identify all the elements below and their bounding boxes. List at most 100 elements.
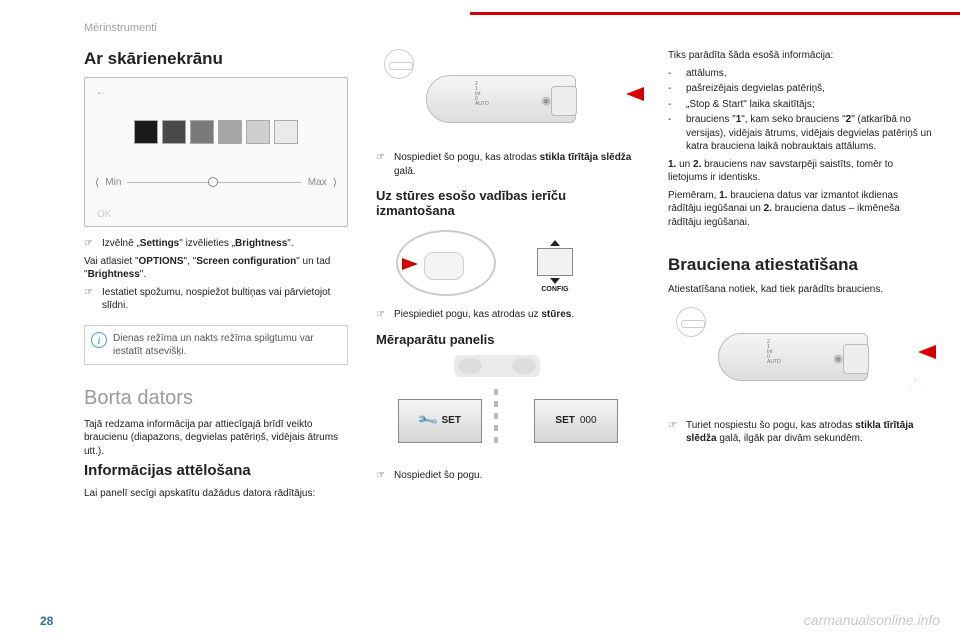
t: Vai atlasiet "	[84, 256, 139, 267]
li-text: „Stop & Start" laika skaitītājs;	[686, 98, 815, 112]
col-1: Ar skārienekrānu ← ⟨ Min Max ⟩ OK ☞ Izvē…	[84, 45, 348, 600]
connector-dashes	[494, 389, 498, 449]
t: .	[571, 309, 574, 320]
bullet-icon: ☞	[84, 286, 96, 313]
brightness-swatch	[134, 120, 158, 144]
t: brauciens "	[686, 114, 736, 125]
step-text: Turiet nospiestu šo pogu, kas atrodas st…	[686, 419, 932, 446]
trips-note: 1. un 2. brauciens nav savstarpēji saist…	[668, 158, 932, 185]
dash-icon: -	[668, 67, 680, 81]
li: -pašreizējais degvielas patēriņš,	[668, 82, 932, 96]
t: galā.	[394, 166, 416, 177]
info-box: i Dienas režīma un nakts režīma spilgtum…	[84, 325, 348, 365]
info-display-desc: Lai panelī secīgi apskatītu dažādus dato…	[84, 487, 348, 501]
step-adjust: ☞ Iestatiet spožumu, nospiežot bultiņas …	[84, 286, 348, 313]
set-label: SET	[441, 415, 460, 426]
heading-touchscreen: Ar skārienekrānu	[84, 49, 348, 69]
t: Nospiediet šo pogu, kas atrodas	[394, 152, 540, 163]
stalk-dial-labels: 2 1 Int 0 AUTO	[767, 340, 781, 365]
figure-stalk-top: 2 1 Int 0 AUTO ◉	[376, 45, 640, 145]
step-text: Izvēlnē „Settings" izvēlieties „Brightne…	[102, 237, 294, 251]
triangle-down-icon	[550, 278, 560, 284]
bullet-icon: ☞	[376, 308, 388, 322]
steering-wheel-icon	[384, 49, 414, 79]
t: Brightness	[88, 269, 140, 280]
step-press-steering: ☞ Piespiediet pogu, kas atrodas uz stūre…	[376, 308, 640, 322]
stalk-eye-icon: ◉	[833, 352, 843, 365]
red-arrow-icon	[402, 258, 418, 270]
brightness-swatch	[246, 120, 270, 144]
heading-steering-controls: Uz stūres esošo vadības ierīču izmantoša…	[376, 188, 640, 218]
ok-label: OK	[97, 209, 111, 220]
t: ", "	[184, 256, 197, 267]
li: -attālums,	[668, 67, 932, 81]
step-settings: ☞ Izvēlnē „Settings" izvēlieties „Bright…	[84, 237, 348, 251]
t: Brightness	[235, 238, 287, 249]
info-list-intro: Tiks parādīta šāda esošā informācija:	[668, 49, 932, 63]
steering-wheel-icon	[676, 307, 706, 337]
figure-steering: CONFIG	[376, 224, 640, 304]
red-arrow-icon	[626, 87, 644, 101]
t: brauciens nav savstarpēji saistīts, tomē…	[668, 159, 893, 184]
t: Screen configuration	[196, 256, 296, 267]
info-text: Dienas režīma un nakts režīma spilgtumu …	[113, 333, 314, 357]
heading-trip-reset: Brauciena atiestatīšana	[668, 255, 932, 275]
info-icon: i	[91, 332, 107, 348]
stalk-dial-labels: 2 1 Int 0 AUTO	[475, 82, 489, 107]
bullet-icon: ☞	[668, 419, 680, 446]
brightness-slider: ⟨ Min Max ⟩	[95, 176, 337, 189]
figure-panel: 🔧 SET SET 000	[376, 353, 640, 463]
chapter-label: Mērinstrumenti	[84, 22, 157, 34]
heading-instrument-panel: Mēraparātu panelis	[376, 332, 640, 347]
set-label: SET	[555, 415, 574, 426]
config-button	[537, 248, 573, 276]
content-columns: Ar skārienekrānu ← ⟨ Min Max ⟩ OK ☞ Izvē…	[84, 45, 932, 600]
page-number: 28	[40, 614, 53, 628]
header-accent	[470, 12, 960, 15]
heading-trip-computer: Borta dators	[84, 387, 348, 410]
heading-info-display: Informācijas attēlošana	[84, 462, 348, 479]
brightness-display: ← ⟨ Min Max ⟩ OK	[84, 77, 348, 227]
brightness-swatch	[274, 120, 298, 144]
bullet-icon: ☞	[376, 469, 388, 483]
t: Piemēram,	[668, 190, 719, 201]
t: un	[676, 159, 693, 170]
t: Turiet nospiestu šo pogu, kas atrodas	[686, 420, 855, 431]
t: Settings	[140, 238, 179, 249]
t: OPTIONS	[139, 256, 184, 267]
config-button-figure: CONFIG	[531, 238, 579, 293]
triangle-up-icon	[550, 240, 560, 246]
t: 2.	[764, 203, 772, 214]
wiper-stalk: 2 1 Int 0 AUTO ◉	[718, 333, 868, 381]
slider-knob	[208, 177, 218, 187]
step-options: Vai atlasiet "OPTIONS", "Screen configur…	[84, 255, 348, 282]
trip-desc: Tajā redzama informācija par attiecīgajā…	[84, 418, 348, 459]
figure-stalk-hold: 2 1 Int 0 AUTO ◉ +2s	[668, 303, 932, 413]
wiper-stalk: 2 1 Int 0 AUTO ◉	[426, 75, 576, 123]
step-press-button: ☞ Nospiediet šo pogu.	[376, 469, 640, 483]
set-button-wrench: 🔧 SET	[398, 399, 482, 443]
config-label: CONFIG	[531, 286, 579, 293]
slider-left-icon: ⟨	[95, 176, 99, 189]
brightness-swatch	[162, 120, 186, 144]
slider-right-icon: ⟩	[333, 176, 337, 189]
t: Piespiediet pogu, kas atrodas uz	[394, 309, 541, 320]
brightness-swatches	[85, 120, 347, 144]
li-text: brauciens "1", kam seko brauciens "2" (a…	[686, 113, 932, 154]
instrument-cluster-icon	[454, 355, 540, 377]
li: -„Stop & Start" laika skaitītājs;	[668, 98, 932, 112]
set-button-000: SET 000	[534, 399, 618, 443]
step-text: Iestatiet spožumu, nospiežot bultiņas va…	[102, 286, 348, 313]
t: " izvēlieties „	[179, 238, 235, 249]
back-icon: ←	[95, 84, 107, 98]
col-2: 2 1 Int 0 AUTO ◉ ☞ Nospiediet šo pogu, k…	[376, 45, 640, 600]
slider-max-label: Max	[308, 177, 327, 188]
step-text: Nospiediet šo pogu, kas atrodas stikla t…	[394, 151, 640, 178]
t: stikla tīrītāja slēdža	[540, 152, 632, 163]
step-press-stalk: ☞ Nospiediet šo pogu, kas atrodas stikla…	[376, 151, 640, 178]
li: - brauciens "1", kam seko brauciens "2" …	[668, 113, 932, 154]
step-text: Nospiediet šo pogu.	[394, 469, 482, 483]
t: ", kam seko brauciens "	[741, 114, 845, 125]
t: Izvēlnē „	[102, 238, 140, 249]
bullet-icon: ☞	[84, 237, 96, 251]
